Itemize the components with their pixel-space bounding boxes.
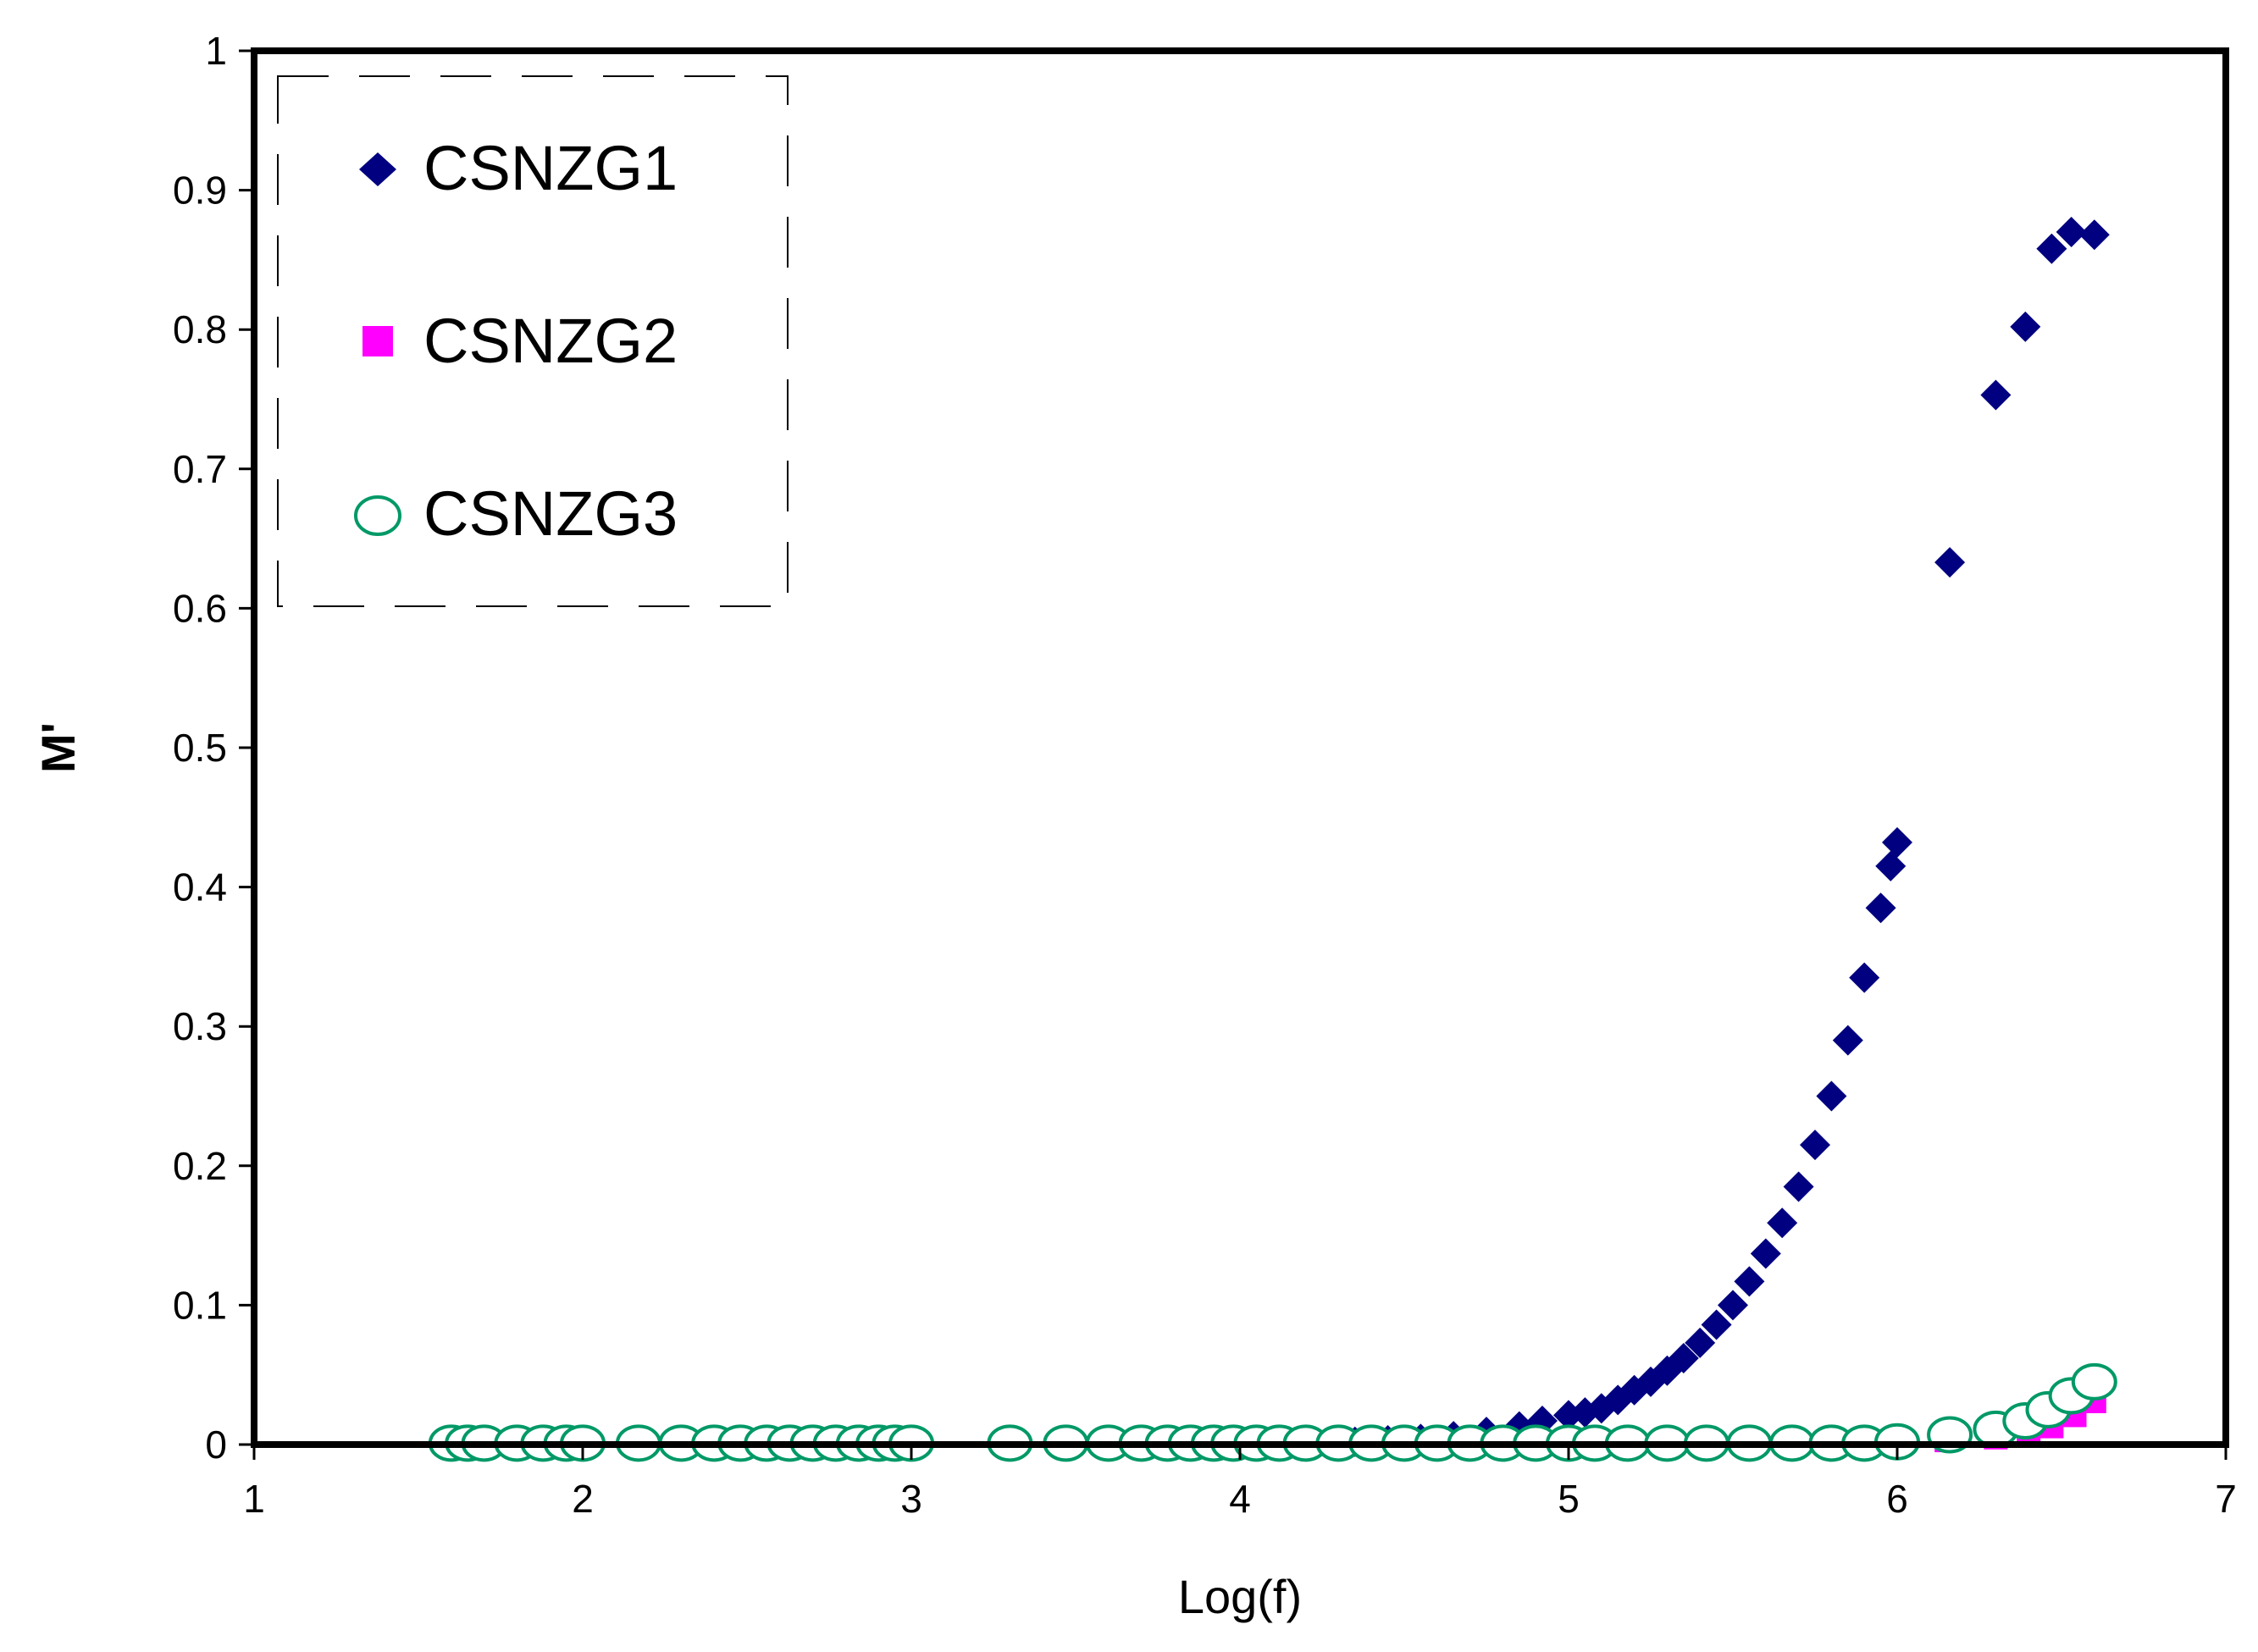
x-tick-label: 7: [2215, 1477, 2237, 1521]
y-tick-label: 1: [205, 29, 227, 73]
data-point: [2010, 311, 2041, 342]
data-point: [1934, 547, 1966, 578]
x-axis-title: Log(f): [1178, 1570, 1302, 1623]
data-point: [1767, 1207, 1798, 1239]
data-point: [1865, 892, 1896, 924]
y-tick-label: 0.4: [173, 865, 227, 909]
data-point: [1816, 1080, 1847, 1112]
legend-marker-square: [362, 326, 393, 356]
legend-label-csnzg1: CSNZG1: [423, 133, 678, 203]
y-tick-label: 0.3: [173, 1004, 227, 1048]
data-point: [1875, 850, 1907, 881]
y-tick-label: 0.8: [173, 307, 227, 351]
legend-marker-diamond: [359, 152, 396, 186]
x-tick-label: 5: [1558, 1477, 1580, 1521]
data-point: [1685, 1327, 1716, 1358]
data-point: [1849, 962, 1880, 993]
data-point: [1980, 379, 2012, 411]
legend-label-csnzg3: CSNZG3: [423, 478, 678, 549]
data-point: [2036, 233, 2067, 264]
y-tick-label: 0: [205, 1423, 227, 1467]
data-point: [2078, 219, 2110, 251]
data-point: [1734, 1266, 1765, 1297]
data-point: [1783, 1171, 1814, 1202]
data-point: [1882, 826, 1912, 858]
data-point: [2056, 216, 2087, 247]
y-axis-title: M': [31, 722, 85, 773]
x-tick-label: 3: [900, 1477, 922, 1521]
legend-marker-circle: [354, 495, 401, 536]
x-tick-label: 2: [572, 1477, 594, 1521]
legend: CSNZG1 CSNZG2 CSNZG3: [277, 75, 789, 607]
legend-label-csnzg2: CSNZG2: [423, 306, 678, 376]
y-tick-label: 0.5: [173, 726, 227, 770]
axis-ticks: 1 2 3 4 5 6 7 0 0.1 0.2 0.3 0.4 0.5 0.6 0.7 0.8 0.9 1: [173, 29, 2237, 1521]
x-tick-label: 6: [1886, 1477, 1908, 1521]
x-tick-label: 1: [243, 1477, 265, 1521]
data-point: [1800, 1130, 1830, 1161]
data-point: [2071, 1362, 2117, 1401]
data-point: [1750, 1238, 1781, 1269]
y-tick-label: 0.9: [173, 169, 227, 213]
y-tick-label: 0.1: [173, 1283, 227, 1327]
data-point: [1701, 1309, 1732, 1340]
y-tick-label: 0.6: [173, 586, 227, 630]
data-point: [1668, 1342, 1699, 1373]
y-tick-label: 0.2: [173, 1144, 227, 1188]
series-csnzg1: [1339, 216, 2110, 1457]
x-tick-label: 4: [1229, 1477, 1251, 1521]
data-point: [1718, 1290, 1748, 1321]
data-point: [1832, 1025, 1863, 1056]
y-tick-label: 0.7: [173, 447, 227, 491]
